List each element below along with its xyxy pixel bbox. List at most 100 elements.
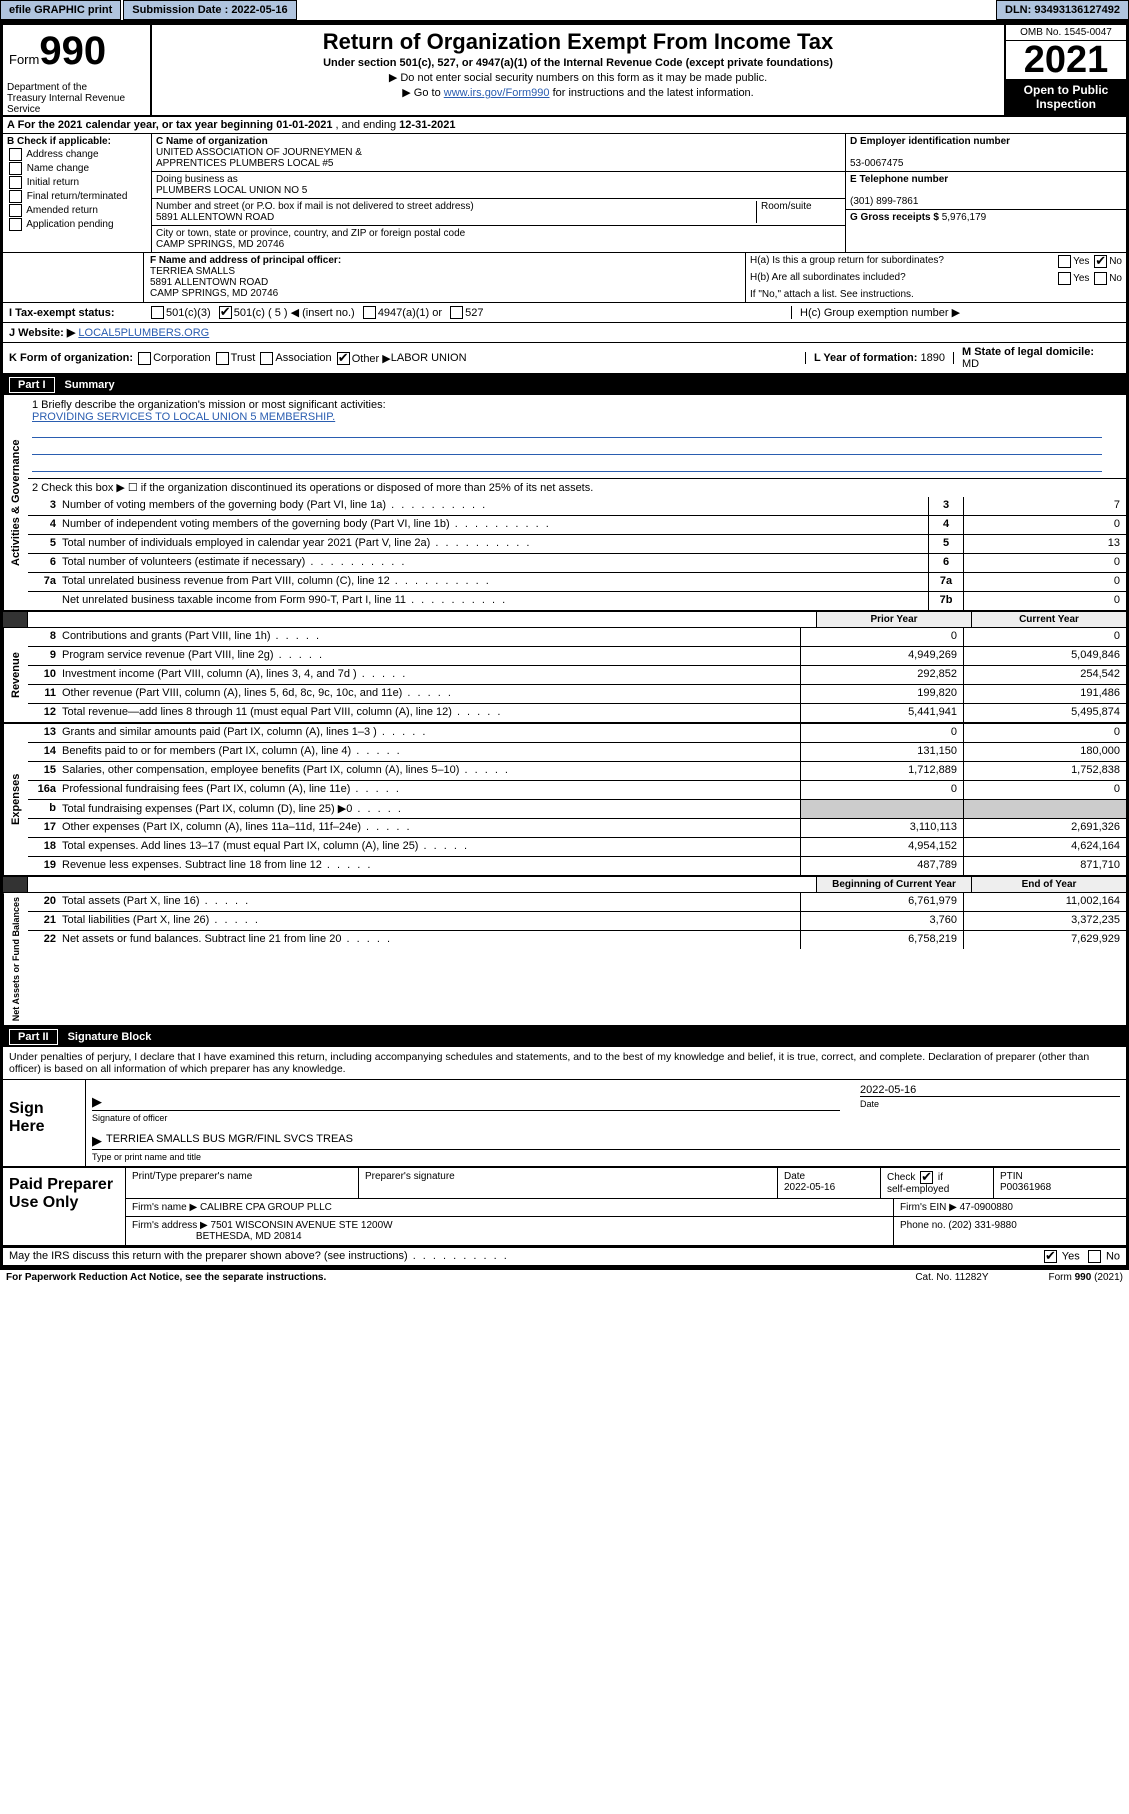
officer-name: TERRIEA SMALLS (150, 266, 235, 277)
paid-label: Paid Preparer Use Only (3, 1168, 126, 1245)
efile-print-button[interactable]: efile GRAPHIC print (0, 0, 121, 20)
form-title: Return of Organization Exempt From Incom… (160, 29, 996, 55)
year-block: OMB No. 1545-0047 2021 Open to Public In… (1004, 25, 1126, 115)
may-irs-no-chk[interactable] (1088, 1250, 1101, 1263)
firm-phone-label: Phone no. (900, 1220, 946, 1231)
phone-value: (301) 899-7861 (850, 196, 918, 207)
line2-desc: 2 Check this box ▶ ☐ if the organization… (28, 479, 1126, 497)
h-b-yes-chk[interactable] (1058, 272, 1071, 285)
officer-name-title: TERRIEA SMALLS BUS MGR/FINL SVCS TREAS (106, 1133, 353, 1149)
sec-l-label: L Year of formation: (814, 352, 918, 364)
sign-here-block: Sign Here Signature of officer 2022-05-1… (3, 1080, 1126, 1168)
summary-line: 20 Total assets (Part X, line 16) 6,761,… (28, 893, 1126, 912)
revenue-section: Revenue 8 Contributions and grants (Part… (3, 628, 1126, 724)
summary-line: 8 Contributions and grants (Part VIII, l… (28, 628, 1126, 647)
form-subtitle: Under section 501(c), 527, or 4947(a)(1)… (160, 57, 996, 69)
chk-final-return[interactable]: Final return/terminated (7, 190, 147, 203)
form-instruction-2: ▶ Go to www.irs.gov/Form990 for instruct… (160, 86, 996, 99)
revenue-sidelabel: Revenue (3, 628, 28, 722)
officer-addr2: CAMP SPRINGS, MD 20746 (150, 288, 278, 299)
section-i: I Tax-exempt status: 501(c)(3) 501(c) ( … (3, 303, 1126, 323)
chk-initial-return[interactable]: Initial return (7, 176, 147, 189)
form-number-block: Form990 Department of the Treasury Inter… (3, 25, 152, 115)
sec-j-label: J Website: ▶ (9, 326, 75, 339)
gross-receipts: 5,976,179 (942, 212, 987, 223)
section-bcdefg: B Check if applicable: Address change Na… (3, 134, 1126, 253)
h-a-yes-chk[interactable] (1058, 255, 1071, 268)
chk-4947[interactable] (363, 306, 376, 319)
form-footer: Form 990 (2021) (1049, 1272, 1123, 1283)
h-b-label: H(b) Are all subordinates included? (750, 272, 1056, 285)
firm-name: CALIBRE CPA GROUP PLLC (200, 1202, 332, 1213)
tax-year: 2021 (1006, 41, 1126, 79)
prior-year-header: Prior Year (816, 612, 971, 627)
ptin-label: PTIN (1000, 1171, 1023, 1182)
org-name-1: UNITED ASSOCIATION OF JOURNEYMEN & (156, 147, 362, 158)
summary-line: 17 Other expenses (Part IX, column (A), … (28, 819, 1126, 838)
department-label: Department of the Treasury Internal Reve… (7, 82, 127, 115)
summary-line: b Total fundraising expenses (Part IX, c… (28, 800, 1126, 819)
chk-trust[interactable] (216, 352, 229, 365)
ein-value: 53-0067475 (850, 158, 903, 169)
sec-a-end: 12-31-2021 (399, 119, 455, 131)
cat-no: Cat. No. 11282Y (915, 1272, 988, 1283)
chk-corp[interactable] (138, 352, 151, 365)
instructions-link[interactable]: www.irs.gov/Form990 (444, 87, 550, 99)
paid-preparer-block: Paid Preparer Use Only Print/Type prepar… (3, 1168, 1126, 1247)
pra-notice: For Paperwork Reduction Act Notice, see … (6, 1272, 326, 1283)
summary-line: 4 Number of independent voting members o… (28, 516, 1126, 535)
chk-name-change[interactable]: Name change (7, 162, 147, 175)
city-value: CAMP SPRINGS, MD 20746 (156, 239, 284, 250)
h-a-no-chk[interactable] (1094, 255, 1107, 268)
top-bar: efile GRAPHIC print Submission Date : 20… (0, 0, 1129, 22)
sec-g-label: G Gross receipts $ (850, 212, 939, 223)
header-block: Form990 Department of the Treasury Inter… (3, 25, 1126, 117)
summary-line: 12 Total revenue—add lines 8 through 11 … (28, 704, 1126, 722)
sec-c-name-label: C Name of organization (156, 136, 268, 147)
street-value: 5891 ALLENTOWN ROAD (156, 212, 274, 223)
expenses-section: Expenses 13 Grants and similar amounts p… (3, 724, 1126, 877)
firm-addr-label: Firm's address ▶ (132, 1220, 208, 1231)
h-b-no-chk[interactable] (1094, 272, 1107, 285)
org-name-2: APPRENTICES PLUMBERS LOCAL #5 (156, 158, 333, 169)
website-link[interactable]: LOCAL5PLUMBERS.ORG (78, 327, 209, 339)
chk-501c[interactable] (219, 306, 232, 319)
form-instruction-1: ▶ Do not enter social security numbers o… (160, 71, 996, 84)
mission-block: 1 Briefly describe the organization's mi… (28, 395, 1126, 479)
check-self-employed[interactable]: Check ifself-employed (887, 1172, 949, 1195)
chk-assoc[interactable] (260, 352, 273, 365)
chk-other[interactable] (337, 352, 350, 365)
summary-line: 5 Total number of individuals employed i… (28, 535, 1126, 554)
officer-addr1: 5891 ALLENTOWN ROAD (150, 277, 268, 288)
sign-date: 2022-05-16 (860, 1084, 1120, 1096)
chk-address-change[interactable]: Address change (7, 148, 147, 161)
sec-f-label: F Name and address of principal officer: (150, 255, 341, 266)
boy-header: Beginning of Current Year (816, 877, 971, 892)
netassets-headers: Beginning of Current Year End of Year (3, 877, 1126, 893)
section-klm: K Form of organization: Corporation Trus… (3, 343, 1126, 375)
chk-501c3[interactable] (151, 306, 164, 319)
preparer-name-label: Print/Type preparer's name (126, 1168, 359, 1198)
date-label: Date (860, 1099, 1120, 1109)
city-label: City or town, state or province, country… (156, 228, 465, 239)
may-irs-yes-chk[interactable] (1044, 1250, 1057, 1263)
sec-a-begin: 01-01-2021 (276, 119, 332, 131)
summary-line: 21 Total liabilities (Part X, line 26) 3… (28, 912, 1126, 931)
name-title-label: Type or print name and title (92, 1152, 1120, 1162)
chk-527[interactable] (450, 306, 463, 319)
summary-line: 10 Investment income (Part VIII, column … (28, 666, 1126, 685)
chk-application-pending[interactable]: Application pending (7, 218, 147, 231)
may-irs-discuss: May the IRS discuss this return with the… (3, 1247, 1126, 1267)
summary-line: 18 Total expenses. Add lines 13–17 (must… (28, 838, 1126, 857)
sec-k-label: K Form of organization: (9, 352, 133, 364)
chk-amended-return[interactable]: Amended return (7, 204, 147, 217)
declaration-text: Under penalties of perjury, I declare th… (3, 1047, 1126, 1080)
sec-e-label: E Telephone number (850, 174, 948, 185)
part-i-header: Part I Summary (3, 375, 1126, 395)
summary-line: Net unrelated business taxable income fr… (28, 592, 1126, 610)
part-i-title: Summary (65, 379, 115, 391)
submission-date-button[interactable]: Submission Date : 2022-05-16 (123, 0, 296, 20)
sec-m-label: M State of legal domicile: (962, 346, 1094, 358)
street-label: Number and street (or P.O. box if mail i… (156, 201, 474, 212)
governance-section: Activities & Governance 1 Briefly descri… (3, 395, 1126, 612)
